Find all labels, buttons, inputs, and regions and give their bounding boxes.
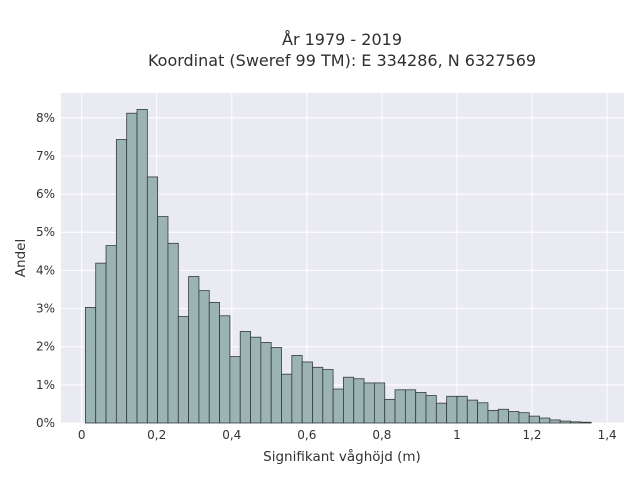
y-tick-label: 4%	[36, 263, 55, 277]
x-tick-label: 0,6	[297, 428, 316, 442]
bars	[84, 109, 592, 424]
x-tick-label: 0,4	[222, 428, 241, 442]
y-axis-label: Andel	[13, 239, 29, 277]
histogram-bar	[549, 419, 561, 424]
histogram-bar	[198, 290, 210, 424]
y-tick-label: 0%	[36, 416, 55, 430]
y-tick-label: 7%	[36, 149, 55, 163]
histogram-bar	[559, 420, 571, 424]
histogram-bar	[539, 417, 551, 424]
histogram-bar	[518, 412, 530, 424]
x-tick-label: 1,2	[522, 428, 541, 442]
histogram-bar	[208, 302, 220, 424]
histogram-bar	[84, 307, 97, 424]
histogram-bar	[353, 378, 365, 424]
histogram-bar	[497, 408, 509, 424]
y-tick-label: 2%	[36, 340, 55, 354]
histogram-bar	[260, 342, 272, 424]
histogram-bar	[105, 245, 117, 424]
histogram-bar	[456, 395, 468, 424]
histogram-bar	[508, 411, 520, 424]
x-tick-label: 1	[453, 428, 461, 442]
histogram-bar	[528, 415, 540, 424]
histogram-bar	[394, 389, 406, 424]
histogram-bar	[374, 382, 386, 424]
histogram-bar	[301, 361, 313, 424]
histogram-bar	[384, 398, 396, 424]
chart-title-line1: År 1979 - 2019	[282, 30, 402, 49]
histogram-bar	[136, 109, 148, 424]
histogram-bar	[312, 366, 324, 424]
histogram-bar	[425, 395, 437, 424]
histogram-bar	[167, 242, 179, 424]
histogram-bar	[570, 421, 582, 424]
histogram-bar	[404, 389, 417, 424]
histogram-bar	[188, 276, 200, 424]
chart-title-line2: Koordinat (Sweref 99 TM): E 334286, N 63…	[148, 51, 536, 70]
histogram-bar	[281, 373, 293, 424]
histogram-bar	[580, 421, 592, 424]
histogram-bar	[177, 316, 190, 424]
histogram-bar	[126, 112, 138, 424]
x-axis-label: Signifikant våghöjd (m)	[263, 448, 421, 465]
histogram-bar	[146, 176, 159, 424]
y-tick-label: 5%	[36, 225, 55, 239]
histogram-bar	[435, 402, 448, 424]
x-tick-label: 0	[78, 428, 86, 442]
y-tick-label: 8%	[36, 111, 55, 125]
histogram-bar	[229, 356, 241, 424]
x-tick-label: 1,4	[598, 428, 617, 442]
histogram-bar	[270, 347, 282, 424]
histogram-bar	[95, 262, 107, 424]
histogram-bar	[322, 369, 334, 424]
x-tick-label: 0,8	[372, 428, 391, 442]
histogram-bar	[466, 399, 479, 424]
histogram-bar	[363, 382, 375, 424]
histogram-bar	[157, 216, 169, 424]
y-tick-label: 3%	[36, 302, 55, 316]
y-tick-label: 6%	[36, 187, 55, 201]
histogram-bar	[239, 331, 251, 424]
histogram-bar	[446, 395, 458, 424]
x-tick-label: 0,2	[147, 428, 166, 442]
histogram-bar	[415, 392, 427, 424]
histogram-bar	[115, 139, 128, 424]
histogram-bar	[332, 388, 344, 424]
y-tick-label: 1%	[36, 378, 55, 392]
histogram-bar	[250, 336, 262, 424]
x-axis-ticks: 0 0,2 0,4 0,6 0,8 1 1,2 1,4	[78, 428, 617, 442]
histogram-bar	[487, 410, 499, 424]
histogram-bar	[219, 315, 231, 424]
histogram-bar	[291, 355, 303, 424]
y-axis-ticks: 0% 1% 2% 3% 4% 5% 6% 7% 8%	[36, 111, 55, 430]
histogram-bar	[343, 376, 355, 424]
histogram-bar	[477, 402, 489, 424]
